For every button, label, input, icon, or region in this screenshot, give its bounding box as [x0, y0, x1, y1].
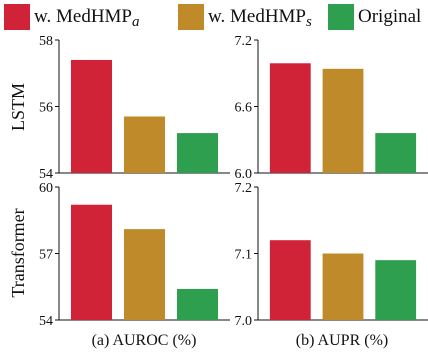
panel-3: 54 57 60 — [39, 181, 230, 329]
bar-medhmp-a — [70, 204, 113, 320]
panel-2: 6.0 6.6 7.2 — [235, 34, 428, 182]
legend-label-original: Original — [358, 6, 422, 27]
bar-original — [375, 260, 417, 320]
y-tick-label: 54 — [39, 314, 53, 329]
bar-original — [176, 133, 219, 173]
bar-medhmp-a — [269, 63, 311, 173]
bar-medhmp-s — [123, 229, 166, 320]
y-tick-label: 7.0 — [235, 314, 253, 329]
legend-item-original: Original — [328, 4, 421, 30]
y-tick-label: 6.6 — [235, 101, 253, 116]
column-label-auroc: (a) AUROC (%) — [92, 332, 197, 349]
y-tick-label: 7.1 — [235, 248, 253, 263]
bar-medhmp-a — [70, 59, 113, 174]
bar-medhmp-s — [123, 116, 166, 173]
y-tick-label: 7.2 — [235, 34, 253, 49]
y-tick-label: 58 — [39, 34, 53, 49]
bar-medhmp-s — [322, 253, 364, 320]
legend: w. MedHMPa w. MedHMPs Original — [0, 0, 428, 34]
legend-label-medhmp-a: w. MedHMPa — [34, 6, 140, 30]
y-tick-label: 57 — [39, 248, 53, 263]
y-tick-label: 56 — [39, 101, 53, 116]
y-tick-label: 60 — [39, 181, 53, 196]
legend-swatch-medhmp-s — [178, 4, 204, 30]
legend-item-medhmp-a: w. MedHMPa — [4, 4, 140, 30]
column-label-aupr: (b) AUPR (%) — [296, 332, 388, 349]
legend-item-medhmp-s: w. MedHMPs — [178, 4, 312, 30]
y-tick-label: 54 — [39, 167, 53, 182]
bar-medhmp-s — [322, 68, 364, 173]
y-tick-label: 7.2 — [235, 181, 253, 196]
legend-label-medhmp-s: w. MedHMPs — [208, 6, 312, 30]
bar-medhmp-a — [269, 240, 311, 320]
row-label-transformer: Transformer — [8, 208, 28, 297]
row-label-lstm: LSTM — [8, 83, 28, 131]
legend-swatch-medhmp-a — [4, 4, 30, 30]
y-tick-label: 6.0 — [235, 167, 253, 182]
panel-1: 54 56 58 — [39, 34, 230, 182]
panel-4: 7.0 7.1 7.2 — [235, 181, 428, 329]
bar-original — [176, 288, 219, 320]
legend-swatch-original — [328, 4, 354, 30]
bar-original — [375, 133, 417, 173]
